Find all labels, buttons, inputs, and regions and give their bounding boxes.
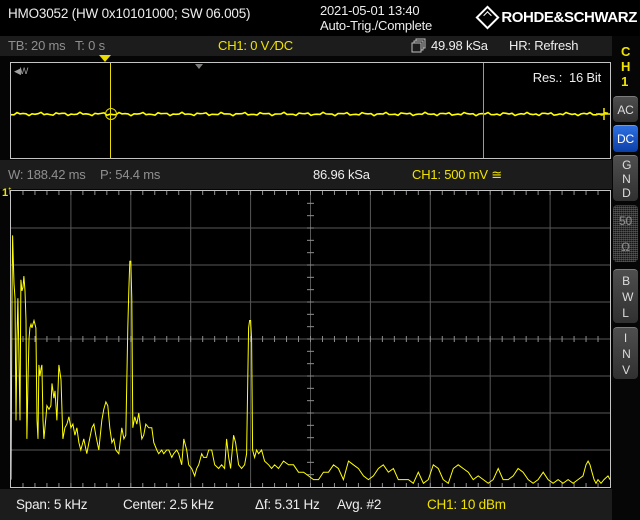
sidebar-button-ac[interactable]: AC <box>613 96 638 122</box>
acquisition-bar: TB: 20 ms T: 0 s CH1: 0 V ∕DC 49.98 kSa … <box>0 36 612 56</box>
trigger-point-circle <box>105 108 117 120</box>
header-bar: HMO3052 (HW 0x10101000; SW 06.005) 2021-… <box>0 0 640 36</box>
zoom-trace <box>11 108 610 120</box>
sidebar-button-label: 50Ω <box>619 214 632 254</box>
zoom-window: ◀W Res.: 16 Bit <box>10 62 611 159</box>
trigger-status: Auto-Trig./Complete <box>320 18 433 33</box>
sidebar-button-inv[interactable]: INV <box>613 327 638 379</box>
ch1-level-readout: CH1: 10 dBm <box>427 497 506 512</box>
resolution-readout: Res.: 16 Bit <box>532 70 601 85</box>
clipping-up-arrow-icon: ↑ <box>7 183 13 197</box>
fft-window <box>10 190 611 488</box>
sidebar-button-label: INV <box>622 330 631 377</box>
span-readout: Span: 5 kHz <box>16 497 88 512</box>
hr-mode-readout: HR: Refresh <box>509 38 579 53</box>
ch1-trigger-readout: CH1: 0 V ∕DC <box>218 38 293 53</box>
fft-plot <box>11 191 610 487</box>
window-width-readout: W: 188.42 ms <box>8 167 86 182</box>
timebase-readout: TB: 20 ms <box>8 38 66 53</box>
average-count-readout: Avg. #2 <box>337 497 382 512</box>
sidebar-button-dc[interactable]: DC <box>613 125 638 152</box>
memory-stack-icon <box>411 38 426 53</box>
window-position-readout: P: 54.4 ms <box>100 167 161 182</box>
sidebar-button-bwl[interactable]: BWL <box>613 269 638 323</box>
trigger-level-marker[interactable] <box>596 108 610 120</box>
rohde-schwarz-logo-icon <box>475 5 500 30</box>
sidebar-button-label: BWL <box>622 273 634 320</box>
device-title: HMO3052 (HW 0x10101000; SW 06.005) <box>8 6 251 21</box>
sidebar-button-label: GND <box>622 157 632 200</box>
rohde-schwarz-logo: ROHDE&SCHWARZ <box>475 5 637 30</box>
channel-softmenu: CH1 AC DC GND 50Ω BWL INV <box>612 36 640 520</box>
reference-marker <box>195 64 203 69</box>
ch1-scale-readout: CH1: 500 mV ≅ <box>412 167 502 182</box>
fft-status-bar: W: 188.42 ms P: 54.4 ms 86.96 kSa CH1: 5… <box>0 160 612 189</box>
window-marker-icon: ◀W <box>14 66 28 76</box>
bottom-bar: Span: 5 kHz Center: 2.5 kHz Δf: 5.31 Hz … <box>0 489 640 520</box>
brand-text: ROHDE&SCHWARZ <box>501 9 637 26</box>
sample-rate-readout: 49.98 kSa <box>431 38 488 53</box>
channel1-marker-label: 1 <box>2 187 8 199</box>
delta-f-readout: Δf: 5.31 Hz <box>255 497 320 512</box>
center-freq-readout: Center: 2.5 kHz <box>123 497 214 512</box>
sidebar-button-gnd[interactable]: GND <box>613 155 638 201</box>
channel-label: CH1 <box>621 44 631 89</box>
trigger-time-readout: T: 0 s <box>75 38 105 53</box>
fft-sample-count-readout: 86.96 kSa <box>313 167 370 182</box>
trigger-position-marker[interactable] <box>99 55 111 62</box>
sidebar-button-50ohm[interactable]: 50Ω <box>613 205 638 262</box>
datetime: 2021-05-01 13:40 <box>320 3 420 18</box>
channel1-reference-marker[interactable]: 1↑ <box>2 183 13 199</box>
window-separator <box>483 63 484 158</box>
